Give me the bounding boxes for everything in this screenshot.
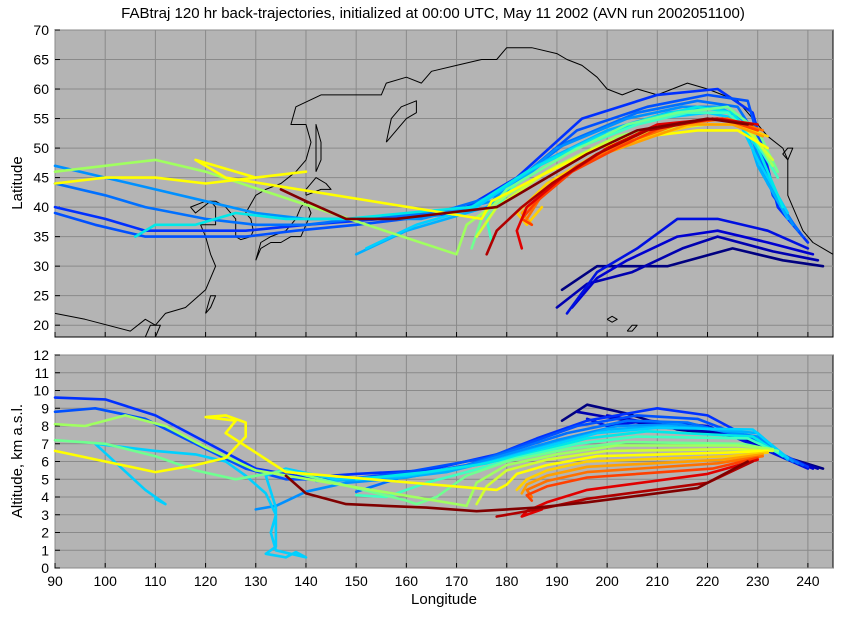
map-plot-background [54,29,834,338]
trajectory-line [565,217,810,315]
y-tick-label: 50 [33,140,49,156]
y-tick-label: 65 [33,52,49,68]
x-tick-label: 180 [495,573,519,589]
trajectory-line [53,414,770,492]
trajectory-line [53,414,775,508]
y-tick-label: 11 [34,365,49,381]
y-tick-label: 4 [41,489,49,505]
x-tick-label: 150 [344,573,368,589]
x-tick-label: 200 [595,573,619,589]
y-tick-label: 40 [33,199,49,215]
x-tick-label: 90 [47,573,63,589]
trajectory-line [520,453,765,495]
x-tick-label: 230 [746,573,770,589]
y-tick-label: 6 [41,454,49,470]
y-tick-label: 7 [41,436,49,452]
x-tick-label: 170 [445,573,469,589]
x-tick-label: 140 [294,573,318,589]
trajectory-line [520,458,760,518]
x-tick-label: 110 [144,573,167,589]
x-tick-label: 190 [545,573,569,589]
x-tick-label: 120 [194,573,218,589]
y-tick-label: 30 [33,258,49,274]
trajectory-line [53,99,800,232]
trajectory-line [284,460,750,513]
altitude-trajectories [53,396,825,559]
x-tick-label: 100 [94,573,118,589]
trajectory-line [560,247,825,292]
coastline-segment [782,147,794,161]
trajectory-line [515,451,770,492]
altitude-x-ticks: 90 100 110 120 130 140 150 160 170 180 190 200 210 22… [47,573,820,589]
trajectory-line [525,454,765,499]
coastline-segment [255,200,312,261]
coastline-segment [626,324,638,332]
y-tick-label: 1 [41,542,49,558]
altitude-y-axis-label: Altitude, km a.s.l. [9,404,26,518]
y-tick-label: 20 [33,317,49,333]
y-tick-label: 10 [33,383,49,399]
y-tick-label: 12 [33,347,49,363]
y-tick-label: 35 [33,229,49,245]
map-panel: 20 25 30 35 40 45 50 55 60 65 70 Latitude [9,22,834,338]
coastline [54,47,834,338]
coastline-segment [205,295,217,314]
x-tick-label: 220 [696,573,720,589]
map-y-ticks: 20 25 30 35 40 45 50 55 60 65 70 [33,22,49,333]
map-trajectories [53,87,825,315]
chart-title: FABtraj 120 hr back-trajectories, initia… [121,5,745,22]
y-tick-label: 5 [41,471,49,487]
trajectory-line [134,105,785,238]
trajectory-line [254,422,795,511]
trajectory-line [525,456,760,502]
trajectory-line [354,429,785,481]
y-tick-label: 70 [33,22,49,38]
coastline-segment [144,324,161,338]
map-y-axis-label: Latitude [9,156,26,209]
y-tick-label: 9 [41,400,49,416]
y-tick-label: 2 [41,525,49,541]
trajectory-line [53,406,805,481]
x-tick-label: 240 [796,573,820,589]
y-tick-label: 0 [41,560,49,576]
x-tick-label: 210 [646,573,670,589]
x-axis-label: Longitude [411,591,477,608]
coastline-segment [54,47,834,332]
trajectory-line [279,117,750,221]
trajectory-line [570,229,815,309]
trajectory-line [354,435,780,499]
y-tick-label: 25 [33,288,49,304]
x-tick-label: 160 [395,573,419,589]
y-tick-label: 60 [33,81,49,97]
y-tick-label: 55 [33,111,49,127]
y-tick-label: 8 [41,418,49,434]
coastline-segment [385,100,417,143]
trajectory-line [53,438,780,506]
x-tick-label: 130 [244,573,268,589]
y-tick-label: 3 [41,507,49,523]
trajectory-line [475,447,775,506]
y-tick-label: 45 [33,170,49,186]
coastline-segment [606,315,618,323]
coastline-segment [315,124,322,172]
trajectory-line [53,396,810,479]
